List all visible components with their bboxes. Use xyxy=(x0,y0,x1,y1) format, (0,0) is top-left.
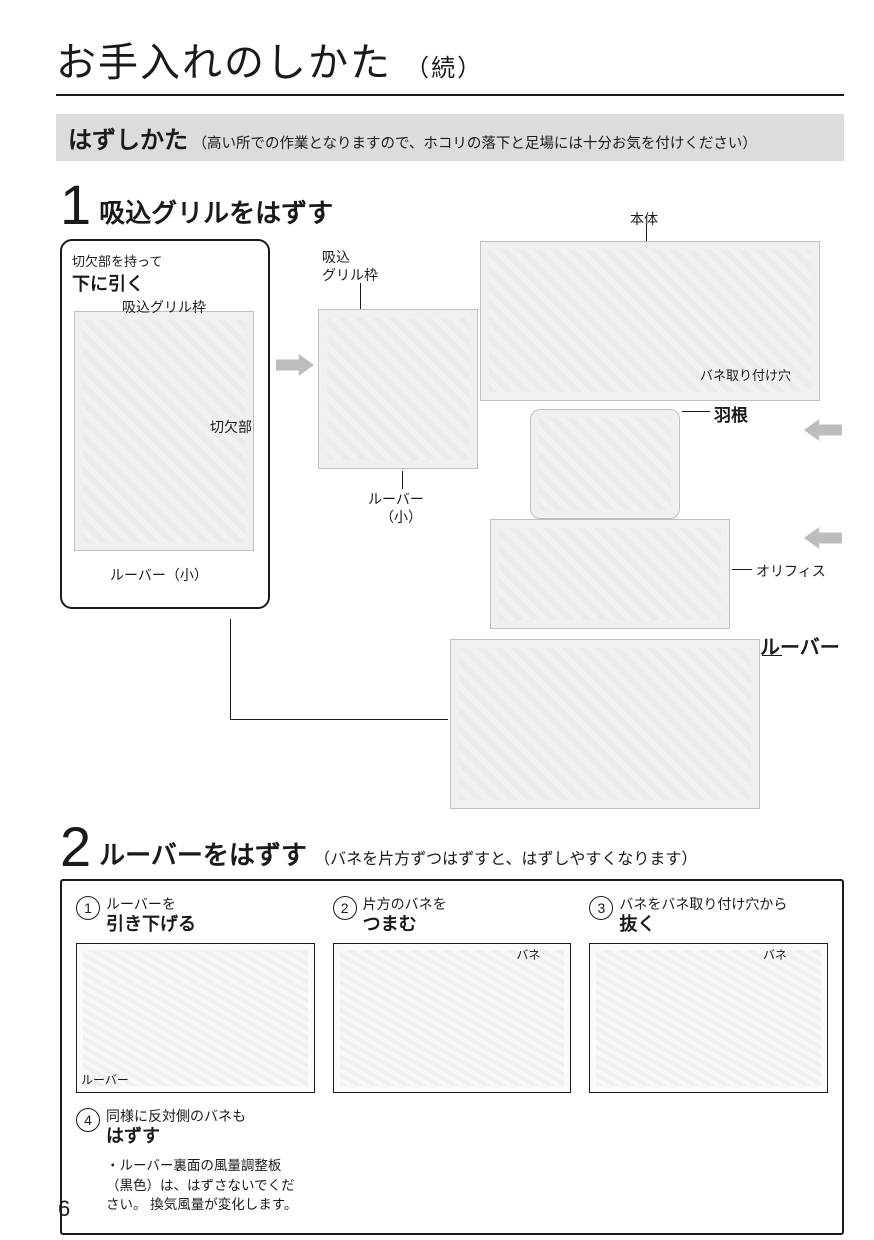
step-1-header: 1 吸込グリルをはずす xyxy=(60,177,844,233)
inset-label-notch: 切欠部 xyxy=(210,417,252,437)
substep-3-line2: 抜く xyxy=(619,913,787,936)
title-continued: （続） xyxy=(405,55,483,82)
substep-2-line1: 片方のバネを xyxy=(363,895,447,913)
step-2-title-text: ルーバーをはずす xyxy=(99,840,307,870)
label-spring-hole: バネ取り付け穴 xyxy=(700,365,791,384)
inset-label-louver-small: ルーバー（小） xyxy=(110,565,208,585)
label-louver-small-1: ルーバー xyxy=(368,489,424,509)
arrow-icon xyxy=(804,527,842,549)
step-1-title: 吸込グリルをはずす xyxy=(99,177,333,230)
lead-line xyxy=(732,569,752,570)
substep-4: 4 同様に反対側のバネも はずす ・ルーバー裏面の風量調整板（黒色）は、はずさな… xyxy=(76,1107,828,1215)
substep-3: 3 バネをバネ取り付け穴から 抜く バネ xyxy=(589,895,828,1093)
substep-3-illus-label: バネ xyxy=(763,946,787,963)
inset-line2: 下に引く xyxy=(72,270,258,296)
page-title: お手入れのしかた （続） xyxy=(56,30,844,96)
substep-2-line2: つまむ xyxy=(363,913,447,936)
substep-2-illustration: バネ xyxy=(333,943,572,1093)
arrow-icon xyxy=(804,419,842,441)
connector-line xyxy=(230,719,448,720)
substep-2: 2 片方のバネを つまむ バネ xyxy=(333,895,572,1093)
substep-4-line1: 同様に反対側のバネも xyxy=(106,1107,306,1125)
step-2-title-note: （バネを片方ずつはずすと、はずしやすくなります） xyxy=(314,851,697,868)
step-1-inset-box: 切欠部を持って 下に引く 吸込グリル枠 切欠部 ルーバー（小） xyxy=(60,239,270,609)
fan-illustration xyxy=(530,409,680,519)
substep-4-line2: はずす xyxy=(106,1125,306,1148)
label-orifice: オリフィス xyxy=(756,561,826,581)
inset-line1: 切欠部を持って xyxy=(72,251,258,270)
circled-number-icon: 1 xyxy=(76,896,100,920)
arrow-icon xyxy=(276,354,314,376)
orifice-illustration xyxy=(490,519,730,629)
page-number: 6 xyxy=(58,1196,70,1222)
label-fan: 羽根 xyxy=(714,401,748,426)
substep-3-line1: バネをバネ取り付け穴から xyxy=(619,895,787,913)
substep-3-illustration: バネ xyxy=(589,943,828,1093)
section-heading: はずしかた xyxy=(68,127,188,154)
substep-2-illus-label: バネ xyxy=(516,946,540,963)
title-main: お手入れのしかた xyxy=(56,41,392,85)
step-2-box: 1 ルーバーを 引き下げる ルーバー 2 片方のバネを つまむ バネ xyxy=(60,879,844,1235)
label-louver: ルーバー xyxy=(760,631,840,660)
circled-number-icon: 2 xyxy=(333,896,357,920)
substep-1-illustration: ルーバー xyxy=(76,943,315,1093)
mid-grill-illustration xyxy=(318,309,478,469)
section-note: （高い所での作業となりますので、ホコリの落下と足場には十分お気を付けください） xyxy=(192,136,756,152)
circled-number-icon: 4 xyxy=(76,1108,100,1132)
label-body: 本体 xyxy=(630,209,658,229)
step-1-diagram-area: 切欠部を持って 下に引く 吸込グリル枠 切欠部 ルーバー（小） 吸込 グリル枠 … xyxy=(60,239,844,829)
label-grill-frame-2: グリル枠 xyxy=(322,265,378,285)
substep-1-line1: ルーバーを xyxy=(106,895,196,913)
lead-line xyxy=(682,411,710,412)
substep-1: 1 ルーバーを 引き下げる ルーバー xyxy=(76,895,315,1093)
substep-1-illus-label: ルーバー xyxy=(81,1071,129,1088)
louver-illustration xyxy=(450,639,760,809)
step-2-sub-row: 1 ルーバーを 引き下げる ルーバー 2 片方のバネを つまむ バネ xyxy=(76,895,828,1093)
inset-label-grill-frame: 吸込グリル枠 xyxy=(122,297,206,317)
lead-line xyxy=(402,471,403,489)
connector-line xyxy=(230,619,231,719)
step-1-number: 1 xyxy=(60,177,91,233)
circled-number-icon: 3 xyxy=(589,896,613,920)
substep-1-line2: 引き下げる xyxy=(106,913,196,936)
label-grill-frame-1: 吸込 xyxy=(322,247,350,267)
label-louver-small-2: （小） xyxy=(380,507,422,527)
section-heading-bar: はずしかた （高い所での作業となりますので、ホコリの落下と足場には十分お気を付け… xyxy=(56,114,844,161)
substep-4-note: ・ルーバー裏面の風量調整板（黒色）は、はずさないでください。 換気風量が変化しま… xyxy=(106,1156,306,1215)
